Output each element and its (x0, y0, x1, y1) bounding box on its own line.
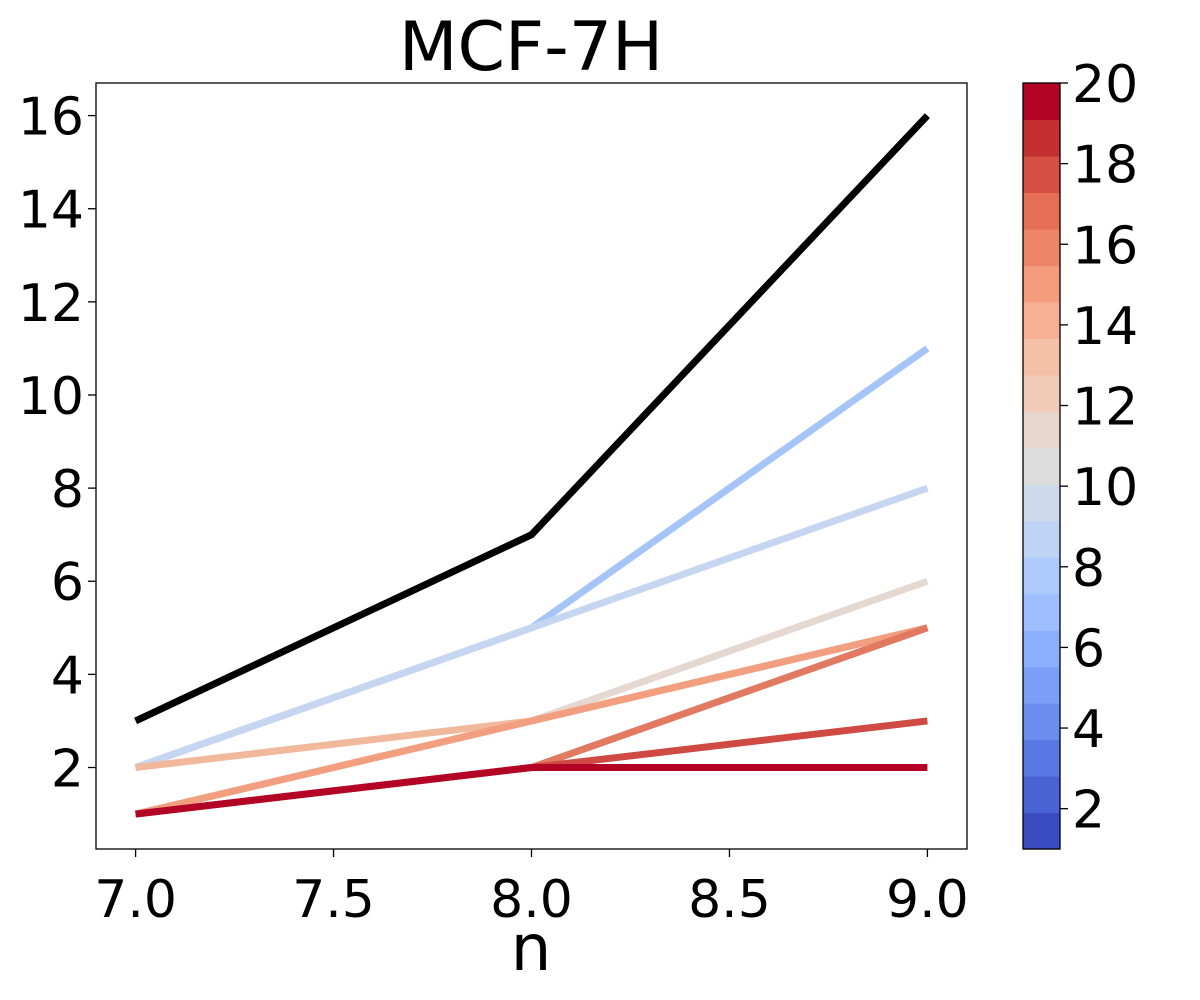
y-tick-label: 16 (18, 88, 84, 148)
colorbar-segment (1023, 484, 1060, 522)
colorbar-segment (1023, 520, 1060, 558)
x-tick-label: 7.0 (94, 870, 177, 930)
colorbar-tick-label: 10 (1072, 458, 1138, 518)
colorbar-segment (1023, 411, 1060, 449)
y-tick-label: 2 (51, 740, 84, 800)
colorbar-tick-label: 6 (1072, 619, 1105, 679)
series-line-6 (134, 624, 929, 818)
colorbar-tick-label: 12 (1072, 378, 1138, 438)
x-axis-label: n (511, 912, 552, 986)
colorbar-segment (1023, 739, 1060, 777)
y-tick-label: 4 (51, 646, 84, 706)
colorbar-segment (1023, 119, 1060, 157)
x-tick-label: 8.0 (490, 870, 573, 930)
colorbar-tick-label: 18 (1072, 136, 1138, 196)
y-tick-label: 12 (18, 274, 84, 334)
series-line-9 (135, 764, 928, 818)
colorbar-segment (1023, 703, 1060, 741)
series-line-5 (135, 624, 929, 771)
colorbar-segment (1023, 630, 1060, 668)
colorbar-segment (1023, 812, 1060, 850)
colorbar-tick-label: 14 (1072, 297, 1138, 357)
colorbar-frame (1022, 82, 1061, 850)
colorbar-segment (1023, 192, 1060, 230)
colorbar-segment (1023, 557, 1060, 595)
colorbar-tick-label: 16 (1072, 216, 1138, 276)
colorbar-tick-label: 20 (1072, 55, 1138, 115)
colorbar-tick-label: 4 (1072, 700, 1105, 760)
colorbar-segment (1023, 301, 1060, 339)
colorbar-segment (1023, 374, 1060, 412)
colorbar-segment (1023, 447, 1060, 485)
x-tick-label: 7.5 (292, 870, 375, 930)
plot-area (95, 82, 968, 850)
colorbar-tick-label: 8 (1072, 539, 1105, 599)
colorbar-segment (1023, 228, 1060, 266)
chart-title: MCF-7H (399, 8, 663, 87)
colorbar-segment (1023, 666, 1060, 704)
colorbar-segment (1023, 776, 1060, 814)
x-tick-label: 8.5 (688, 870, 771, 930)
x-tick-label: 9.0 (886, 870, 969, 930)
colorbar-segment (1023, 265, 1060, 303)
y-tick-label: 6 (51, 553, 84, 613)
colorbar-segment (1023, 155, 1060, 194)
colorbar: 2 4 6 8 10 12 14 16 18 20 (1022, 55, 1138, 850)
series-line-3 (134, 484, 929, 771)
y-axis: 2 4 6 8 10 12 14 16 (18, 88, 96, 800)
colorbar-segment (1023, 593, 1060, 631)
series-line-4 (134, 577, 929, 818)
series-line-1 (134, 113, 930, 725)
series-layer (134, 113, 930, 818)
y-tick-label: 8 (51, 460, 84, 520)
y-tick-label: 14 (18, 181, 84, 241)
y-tick-label: 10 (18, 367, 84, 427)
colorbar-segment (1023, 338, 1060, 376)
colorbar-tick-label: 2 (1072, 781, 1105, 841)
colorbar-segment (1023, 83, 1060, 121)
series-line-2 (134, 345, 930, 771)
x-axis: 7.0 7.5 8.0 8.5 9.0 (94, 849, 969, 930)
